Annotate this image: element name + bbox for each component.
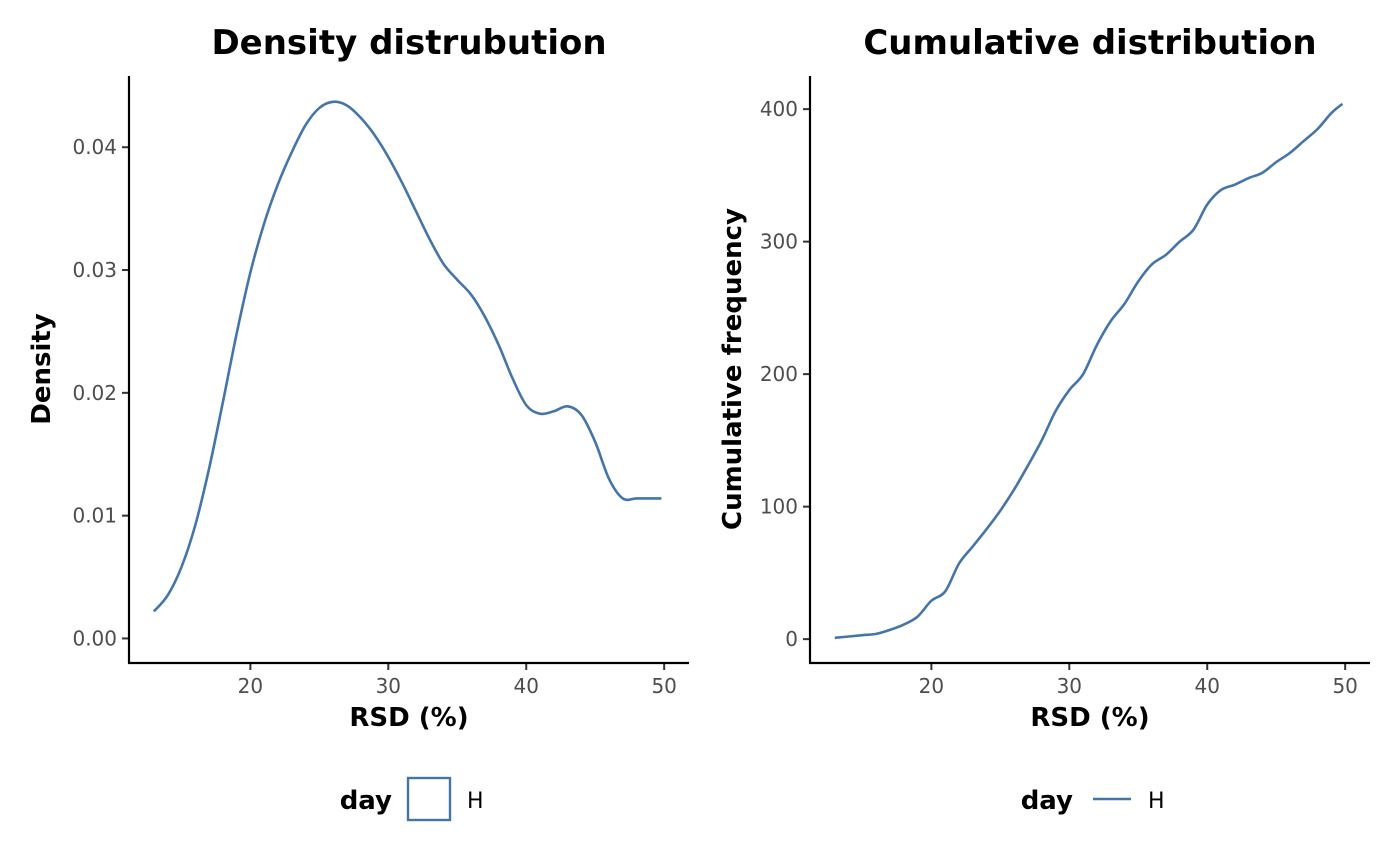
cumulative-x-tick-label: 20 xyxy=(919,674,944,698)
density-y-tick-label: 0.02 xyxy=(72,381,117,405)
density-x-tick-label: 30 xyxy=(376,674,401,698)
cumulative-panel: Cumulative distribution 0 100 200 300 400 20… xyxy=(718,23,1370,816)
density-y-tick-label: 0.04 xyxy=(72,135,117,159)
cumulative-x-tick-label: 30 xyxy=(1057,674,1082,698)
cumulative-y-tick-label: 0 xyxy=(785,627,798,651)
cumulative-y-ticks: 0 100 200 300 400 xyxy=(760,97,810,651)
cumulative-y-tick-label: 100 xyxy=(760,495,798,519)
density-panel: Density distrubution 0.000.010.020.030.0… xyxy=(27,23,689,822)
density-title: Density distrubution xyxy=(211,23,606,63)
density-y-tick-label: 0.03 xyxy=(72,258,117,282)
density-y-ticks: 0.00 0.01 0.02 0.03 0.04 xyxy=(72,135,129,650)
density-x-tick-label: 20 xyxy=(238,674,263,698)
cumulative-y-title: Cumulative frequency xyxy=(718,208,748,530)
cumulative-y-tick-label: 400 xyxy=(760,97,798,121)
cumulative-y-tick-label: 300 xyxy=(760,230,798,254)
density-y-tick-label: 0.01 xyxy=(72,504,117,528)
cumulative-x-tick-label: 40 xyxy=(1195,674,1220,698)
cumulative-title: Cumulative distribution xyxy=(863,23,1316,63)
cumulative-x-title: RSD (%) xyxy=(1030,703,1149,733)
cumulative-legend-title: day xyxy=(1021,786,1073,816)
density-x-tick-label: 50 xyxy=(651,674,676,698)
density-legend-title: day xyxy=(340,786,392,816)
density-x-ticks: 20 30 40 50 xyxy=(238,663,677,698)
cumulative-x-ticks: 20 30 40 50 xyxy=(919,663,1358,698)
density-x-title: RSD (%) xyxy=(349,703,468,733)
density-curve xyxy=(152,100,662,613)
cumulative-curve xyxy=(834,102,1344,640)
cumulative-y-tick-label: 200 xyxy=(760,362,798,386)
density-legend-key xyxy=(406,776,452,822)
cumulative-x-tick-label: 50 xyxy=(1332,674,1357,698)
density-y-tick-label: 0.00 xyxy=(72,626,117,650)
density-legend: day H xyxy=(340,776,484,822)
density-x-tick-label: 40 xyxy=(514,674,539,698)
density-y-title: Density xyxy=(27,313,57,425)
cumulative-legend: day H xyxy=(1021,786,1165,816)
density-legend-label: H xyxy=(467,789,484,814)
cumulative-legend-label: H xyxy=(1148,789,1165,814)
